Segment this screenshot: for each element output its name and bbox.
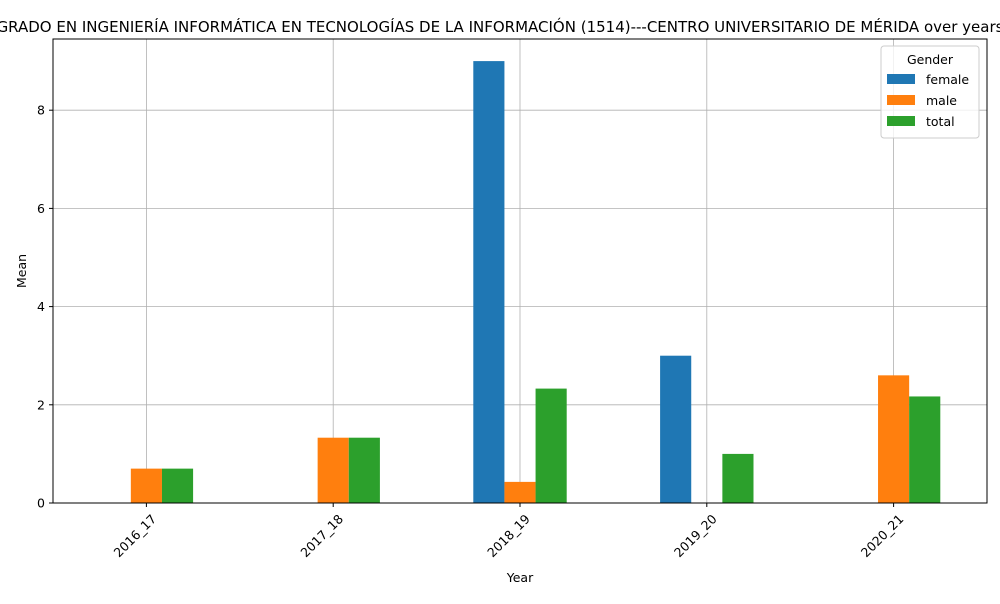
x-tick-label: 2020_21	[858, 511, 907, 560]
x-tick-label: 2017_18	[297, 511, 346, 560]
y-tick-label: 2	[37, 397, 45, 412]
bar-total-2017_18	[348, 437, 380, 503]
y-tick-label: 8	[37, 103, 45, 118]
bar-female-2018_19	[473, 61, 505, 503]
legend-swatch-total	[887, 116, 915, 126]
y-axis-label: Mean	[14, 254, 29, 288]
bar-total-2018_19	[535, 388, 567, 503]
y-tick-label: 4	[37, 299, 45, 314]
bar-female-2019_20	[660, 355, 692, 503]
legend-label-male: male	[926, 93, 957, 108]
legend-title: Gender	[907, 52, 954, 67]
grid	[53, 39, 987, 504]
legend-swatch-female	[887, 74, 915, 84]
bar-total-2016_17	[161, 468, 194, 503]
x-tick-label: 2019_20	[671, 511, 720, 560]
y-tick-label: 0	[37, 496, 45, 511]
bar-male-2016_17	[130, 468, 162, 503]
bar-male-2018_19	[504, 481, 536, 503]
legend-label-total: total	[926, 114, 955, 129]
bar-total-2020_21	[909, 396, 941, 503]
bar-male-2017_18	[317, 437, 349, 503]
legend: Gender female male total	[880, 45, 980, 139]
bar-total-2019_20	[722, 453, 754, 503]
legend-swatch-male	[887, 95, 915, 105]
x-axis-label: Year	[506, 570, 534, 585]
y-tick-label: 6	[37, 201, 45, 216]
x-tick-label: 2018_19	[484, 511, 533, 560]
legend-label-female: female	[926, 72, 969, 87]
legend-box	[880, 45, 980, 139]
chart-title: GRADO EN INGENIERÍA INFORMÁTICA EN TECNO…	[0, 17, 1000, 36]
bar-male-2020_21	[878, 375, 910, 503]
x-tick-label: 2016_17	[111, 511, 160, 560]
bars	[130, 61, 941, 503]
